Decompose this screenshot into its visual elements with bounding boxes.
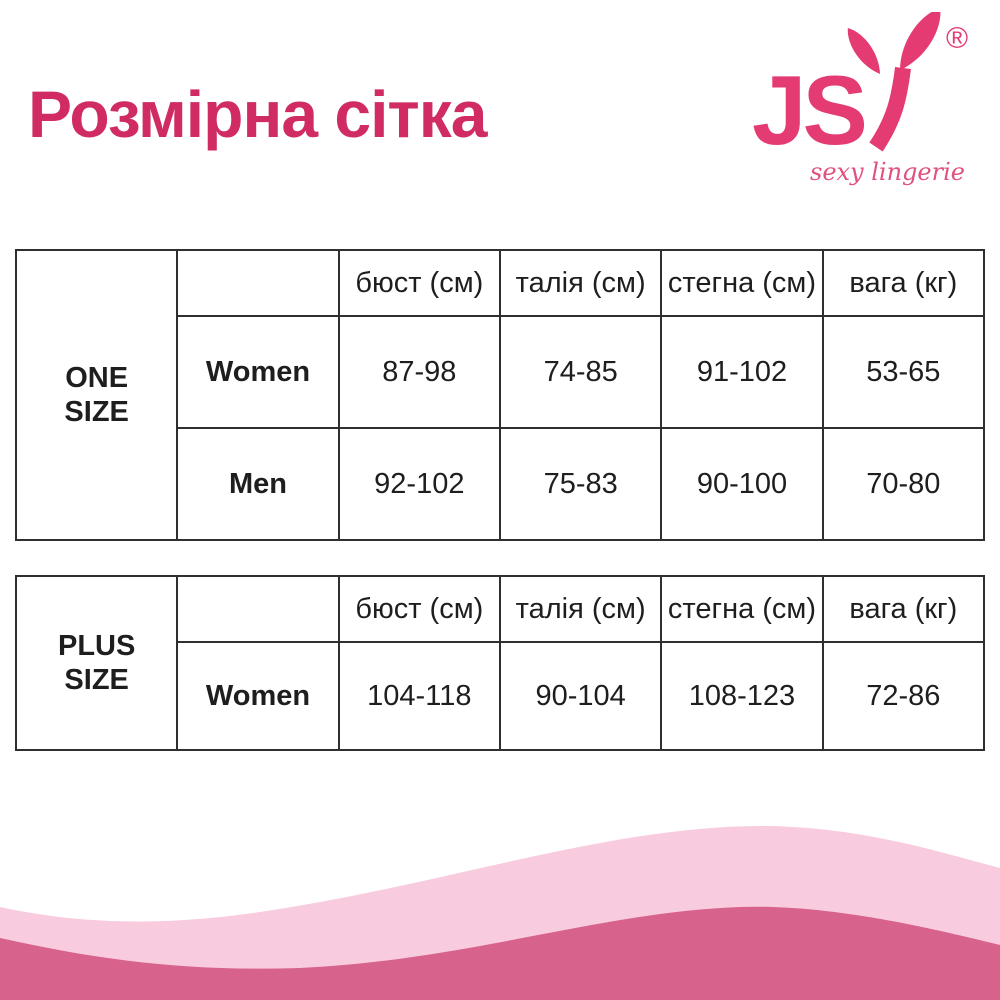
cell-women-weight: 72-86 [821,641,986,751]
cell-men-waist: 75-83 [498,427,663,541]
cell-men-bust: 92-102 [337,427,501,541]
size-table-plus-size: PLUS SIZE бюст (см) талія (см) стегна (с… [14,575,986,751]
logo-letters-js: JS [752,55,865,165]
row-men: Men 92-102 75-83 90-100 70-80 [16,427,986,541]
cell-men-hips: 90-100 [660,427,824,541]
cell-women-bust: 87-98 [337,315,501,429]
waves-graphic [0,825,1000,1000]
cell-women-weight: 53-65 [821,315,986,429]
size-label-line2: SIZE [64,396,129,428]
column-header-weight: вага (кг) [821,575,986,643]
row-label-men: Men [176,427,340,541]
row-label-women: Women [176,315,340,429]
size-label-line1: ONE [65,361,129,394]
column-header-bust: бюст (см) [337,575,501,643]
cell-women-hips: 91-102 [660,315,824,429]
size-label-line2: SIZE [64,664,129,696]
column-header-weight: вага (кг) [821,249,986,317]
column-header-bust: бюст (см) [337,249,501,317]
logo-leaf-right-icon [900,12,941,70]
header-empty-cell [176,249,340,317]
row-women: Women 104-118 90-104 108-123 72-86 [16,641,986,751]
page-title: Розмірна сітка [28,77,487,151]
cell-women-bust: 104-118 [337,641,501,751]
cell-men-weight: 70-80 [821,427,986,541]
size-label-line1: PLUS [57,629,136,662]
wave-dark [0,906,1000,1000]
header-row: PLUS SIZE бюст (см) талія (см) стегна (с… [14,575,986,751]
logo-y-stem [869,67,911,152]
cell-women-waist: 90-104 [498,641,663,751]
cell-women-waist: 74-85 [498,315,663,429]
header-row: ONE SIZE бюст (см) талія (см) стегна (см… [14,249,986,541]
decorative-waves [0,800,1000,1000]
row-label-women: Women [176,641,340,751]
logo-leaf-left-icon [847,28,880,74]
brand-logo: JS ® sexy lingerie [750,12,975,192]
column-header-waist: талія (см) [498,575,663,643]
column-header-hips: стегна (см) [660,575,824,643]
cell-women-hips: 108-123 [660,641,824,751]
column-header-waist: талія (см) [498,249,663,317]
row-women: Women 87-98 74-85 91-102 53-65 [16,315,986,429]
size-label-plus-size: PLUS SIZE [14,575,179,751]
jsy-logo-icon: JS ® sexy lingerie [752,12,968,186]
registered-mark: ® [946,22,968,55]
brand-tagline: sexy lingerie [810,158,965,186]
size-table-one-size: ONE SIZE бюст (см) талія (см) стегна (см… [14,249,986,541]
size-label-one-size: ONE SIZE [14,249,179,541]
header-empty-cell [176,575,340,643]
column-header-hips: стегна (см) [660,249,824,317]
